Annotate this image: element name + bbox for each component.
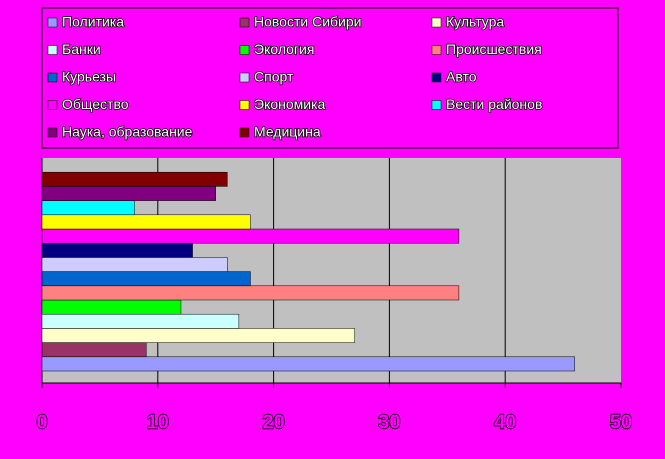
legend-label: Спорт [254, 69, 294, 85]
legend-swatch [431, 45, 442, 55]
legend-swatch [47, 72, 58, 83]
bar [41, 313, 240, 329]
x-tick-label: 40 [494, 411, 516, 433]
legend-label: Вести районов [446, 96, 542, 112]
bar [41, 186, 216, 201]
x-tick-label: 50 [610, 411, 632, 433]
legend-box [41, 7, 619, 149]
legend-swatch [239, 17, 250, 28]
bar [41, 299, 182, 315]
bar [41, 356, 575, 372]
bar [41, 257, 228, 272]
x-tick-label: 20 [262, 411, 284, 433]
legend-swatch [431, 17, 442, 28]
legend-label: Банки [62, 41, 101, 57]
bar [41, 342, 147, 358]
legend-swatch [47, 127, 58, 138]
legend-label: Политика [62, 14, 124, 30]
legend-swatch [47, 100, 58, 110]
legend-label: Наука, образование [62, 124, 193, 140]
bar [41, 214, 251, 230]
legend-label: Новости Сибири [254, 14, 361, 30]
bar [41, 285, 460, 301]
bar [41, 228, 460, 244]
legend-swatch [431, 100, 442, 110]
legend-swatch [239, 45, 250, 55]
bar [41, 271, 251, 287]
legend-label: Происшествия [446, 41, 542, 57]
legend-swatch [239, 127, 250, 138]
x-tick-label: 0 [36, 411, 47, 433]
bar [41, 171, 228, 187]
legend-swatch [239, 72, 250, 83]
legend-label: Культура [446, 14, 504, 30]
legend-label: Курьезы [62, 69, 116, 85]
legend-label: Экономика [254, 96, 326, 112]
x-tick-label: 10 [147, 411, 169, 433]
legend-swatch [431, 72, 442, 83]
legend-label: Общество [62, 96, 129, 112]
legend-label: Экология [254, 41, 314, 57]
bar [41, 200, 135, 216]
legend-swatch [47, 45, 58, 55]
x-tick-label: 30 [378, 411, 400, 433]
legend-swatch [47, 17, 58, 28]
bar [41, 328, 355, 343]
legend-label: Медицина [254, 124, 321, 140]
bar [41, 242, 193, 258]
legend-swatch [239, 100, 250, 110]
legend-label: Авто [446, 69, 477, 85]
